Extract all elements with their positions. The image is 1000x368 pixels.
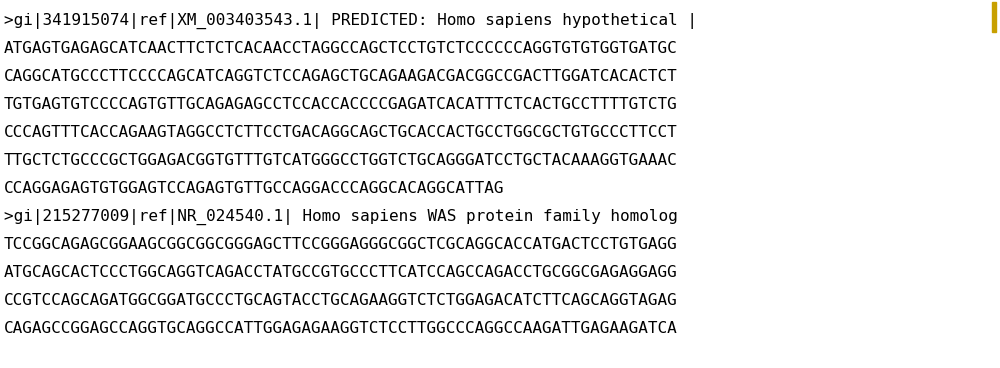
Text: >gi|341915074|ref|XM_003403543.1| PREDICTED: Homo sapiens hypothetical |: >gi|341915074|ref|XM_003403543.1| PREDIC… xyxy=(4,13,697,29)
Bar xyxy=(992,2,996,32)
Text: CCCAGTTTCACCAGAAGTAGGCCTCTTCCTGACAGGCAGCTGCACCACTGCCTGGCGCTGTGCCCTTCCT: CCCAGTTTCACCAGAAGTAGGCCTCTTCCTGACAGGCAGC… xyxy=(4,125,678,140)
Text: ATGAGTGAGAGCATCAACTTCTCTCACAACCTAGGCCAGCTCCTGTCTCCCCCCAGGTGTGTGGTGATGC: ATGAGTGAGAGCATCAACTTCTCTCACAACCTAGGCCAGC… xyxy=(4,41,678,56)
Text: CAGGCATGCCCTTCCCCAGCATCAGGTCTCCAGAGCTGCAGAAGACGACGGCCGACTTGGATCACACTCT: CAGGCATGCCCTTCCCCAGCATCAGGTCTCCAGAGCTGCA… xyxy=(4,69,678,84)
Text: TTGCTCTGCCCGCTGGAGACGGTGTTTGTCATGGGCCTGGTCTGCAGGGATCCTGCTACAAAGGTGAAAC: TTGCTCTGCCCGCTGGAGACGGTGTTTGTCATGGGCCTGG… xyxy=(4,153,678,168)
Text: CCAGGAGAGTGTGGAGTCCAGAGTGTTGCCAGGACCCAGGCACAGGCATTAG: CCAGGAGAGTGTGGAGTCCAGAGTGTTGCCAGGACCCAGG… xyxy=(4,181,505,196)
Text: TGTGAGTGTCCCCAGTGTTGCAGAGAGCCTCCACCACCCCGAGATCACATTTCTCACTGCCTTTTGTCTG: TGTGAGTGTCCCCAGTGTTGCAGAGAGCCTCCACCACCCC… xyxy=(4,97,678,112)
Text: >gi|215277009|ref|NR_024540.1| Homo sapiens WAS protein family homolog: >gi|215277009|ref|NR_024540.1| Homo sapi… xyxy=(4,209,687,225)
Text: ATGCAGCACTCCCTGGCAGGTCAGACCTATGCCGTGCCCTTCATCCAGCCAGACCTGCGGCGAGAGGAGG: ATGCAGCACTCCCTGGCAGGTCAGACCTATGCCGTGCCCT… xyxy=(4,265,678,280)
Text: TCCGGCAGAGCGGAAGCGGCGGCGGGAGCTTCCGGGAGGGCGGCTCGCAGGCACCATGACTCCTGTGAGG: TCCGGCAGAGCGGAAGCGGCGGCGGGAGCTTCCGGGAGGG… xyxy=(4,237,678,252)
Text: CAGAGCCGGAGCCAGGTGCAGGCCATTGGAGAGAAGGTCTCCTTGGCCCAGGCCAAGATTGAGAAGATCA: CAGAGCCGGAGCCAGGTGCAGGCCATTGGAGAGAAGGTCT… xyxy=(4,321,678,336)
Text: CCGTCCAGCAGATGGCGGATGCCCTGCAGTACCTGCAGAAGGTCTCTGGAGACATCTTCAGCAGGTAGAG: CCGTCCAGCAGATGGCGGATGCCCTGCAGTACCTGCAGAA… xyxy=(4,293,678,308)
